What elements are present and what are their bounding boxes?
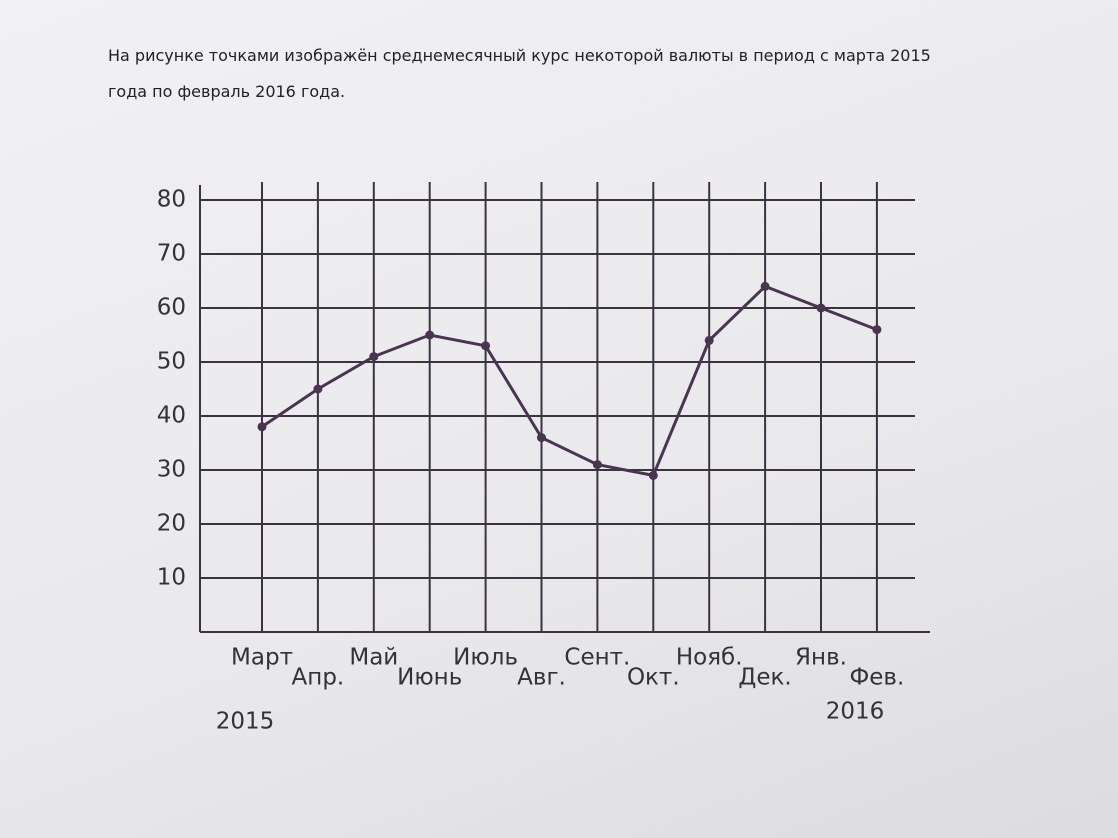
x-tick-label: Июль [453,645,518,671]
point [425,330,435,340]
point [313,384,323,394]
point [537,433,546,443]
x-tick-label: Нояб. [676,645,743,671]
x-tick-label: Авг. [517,665,566,691]
point [481,341,491,351]
x-tick-label: Апр. [292,665,345,691]
problem-text: На рисунке точками изображён среднемесяч… [108,46,931,101]
point [592,460,602,470]
point [816,303,826,313]
point [704,335,714,345]
y-tick-label: 40 [157,403,186,429]
year-label: 2015 [216,709,275,735]
point [648,470,658,480]
line [261,284,878,478]
point [369,352,379,362]
point [257,422,267,432]
y-tick-label: 60 [157,295,186,321]
point [760,281,770,291]
x-tick-label: Окт. [627,665,680,691]
x-tick-label: Фев. [849,665,904,691]
y-tick-label: 80 [157,187,186,213]
x-tick-label: Сент. [564,645,630,671]
year-label: 2016 [826,699,885,725]
y-tick-label: 10 [157,565,186,591]
x-tick-label: Дек. [738,665,791,691]
x-tick-label: Май [349,645,398,671]
x-tick-label: Янв. [795,645,847,671]
y-tick-label: 70 [157,241,186,267]
y-tick-label: 50 [157,349,186,375]
y-tick-label: 30 [157,457,186,483]
y-tick-label: 20 [157,511,186,537]
x-tick-label: Июнь [397,665,462,691]
point [872,325,882,335]
x-tick-label: Март [231,645,293,671]
